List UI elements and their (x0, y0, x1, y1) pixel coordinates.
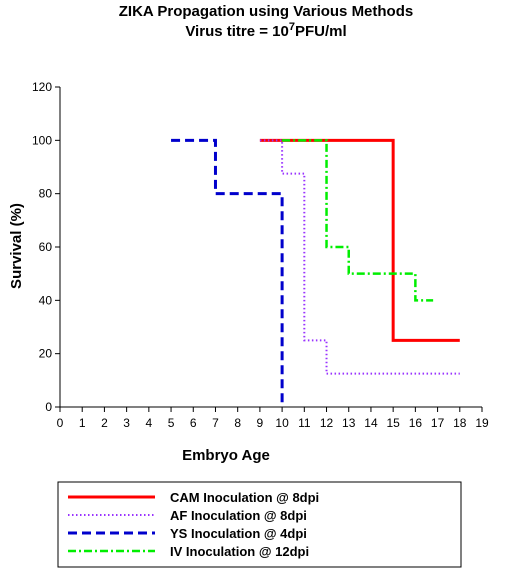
x-tick-label: 13 (342, 416, 356, 430)
y-ticks: 0 20 40 60 80 100 120 (32, 80, 60, 414)
x-tick-label: 3 (123, 416, 130, 430)
x-tick-label: 16 (409, 416, 423, 430)
x-tick-label: 7 (212, 416, 219, 430)
chart-title: ZIKA Propagation using Various Methods (119, 3, 413, 20)
x-tick-label: 4 (145, 416, 152, 430)
legend-items: CAM Inoculation @ 8dpi AF Inoculation @ 8… (68, 490, 319, 559)
x-tick-label: 8 (234, 416, 241, 430)
x-tick-label: 0 (57, 416, 64, 430)
x-tick-label: 6 (190, 416, 197, 430)
x-ticks: 0 1 2 3 4 5 6 7 8 9 10 11 12 13 14 15 16 17 18 19 (57, 407, 489, 430)
x-tick-label: 18 (453, 416, 467, 430)
x-tick-label: 10 (275, 416, 289, 430)
legend-label: IV Inoculation @ 12dpi (170, 544, 309, 559)
legend-box (57, 481, 462, 568)
chart-subtitle: Virus titre = 107PFU/ml (185, 21, 346, 40)
y-tick-label: 100 (32, 133, 52, 147)
x-tick-label: 9 (257, 416, 264, 430)
y-tick-label: 0 (45, 400, 52, 414)
subtitle-suffix: PFU/ml (295, 23, 347, 40)
legend: CAM Inoculation @ 8dpi AF Inoculation @ 8… (57, 481, 462, 568)
series-line (171, 138, 284, 407)
x-tick-label: 19 (475, 416, 489, 430)
x-tick-label: 1 (79, 416, 86, 430)
y-tick-label: 60 (39, 240, 53, 254)
series-layer (171, 138, 460, 407)
subtitle-exponent: 7 (289, 21, 295, 33)
y-axis-title: Survival (%) (8, 203, 25, 289)
x-axis-title: Embryo Age (182, 447, 270, 464)
x-tick-label: 5 (168, 416, 175, 430)
x-tick-label: 2 (101, 416, 108, 430)
x-tick-label: 15 (386, 416, 400, 430)
x-tick-label: 12 (320, 416, 334, 430)
subtitle-prefix: Virus titre = 10 (185, 23, 289, 40)
legend-label: AF Inoculation @ 8dpi (170, 508, 307, 523)
legend-label: YS Inoculation @ 4dpi (170, 526, 307, 541)
legend-label: CAM Inoculation @ 8dpi (170, 490, 319, 505)
series-line (282, 139, 434, 302)
x-tick-label: 14 (364, 416, 378, 430)
x-tick-label: 17 (431, 416, 445, 430)
y-tick-label: 40 (39, 293, 53, 307)
x-tick-label: 11 (298, 416, 311, 430)
series-line (259, 139, 460, 375)
y-tick-label: 20 (39, 347, 53, 361)
series-line (259, 138, 460, 342)
y-tick-label: 120 (32, 80, 52, 94)
y-tick-label: 80 (39, 187, 53, 201)
